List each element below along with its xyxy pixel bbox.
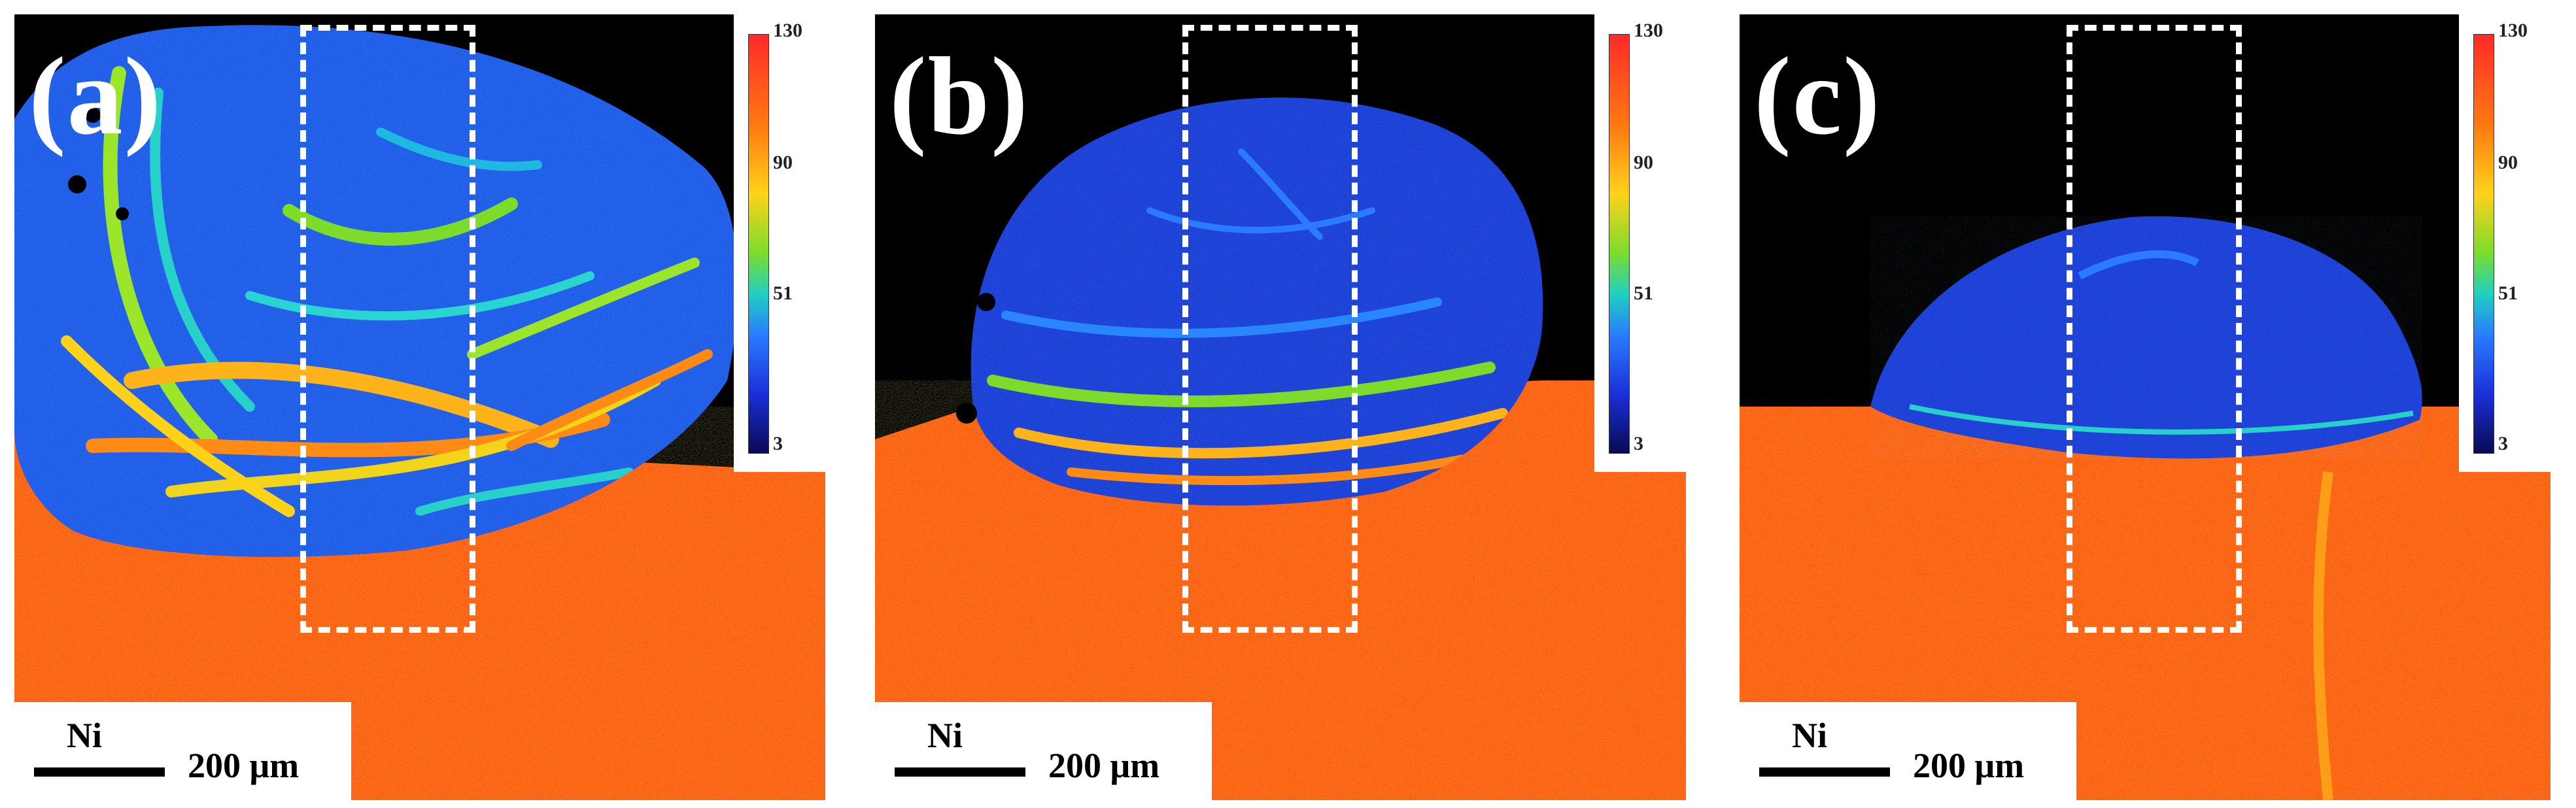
colorbar-tick-51: 51 — [773, 282, 793, 304]
scale-length: 200 μm — [1913, 746, 2025, 785]
element-label: Ni — [67, 716, 102, 755]
colorbar-tick-51: 51 — [2498, 282, 2518, 304]
colorbar-tick-min: 3 — [2498, 433, 2508, 454]
panel-label: (a) — [29, 35, 163, 158]
colorbar-gradient — [2473, 34, 2494, 454]
panel-a: (a) 130 90 51 3 Ni 200 μm — [14, 14, 825, 800]
scale-bar: Ni 200 μm — [14, 702, 351, 800]
scale-length: 200 μm — [188, 746, 300, 785]
colorbar: 130 90 51 3 — [1594, 14, 1686, 472]
scale-line — [34, 767, 165, 777]
scale-bar: Ni 200 μm — [875, 702, 1212, 800]
ni-map-b — [875, 14, 1686, 800]
roi-box — [2067, 25, 2242, 633]
colorbar-tick-max: 130 — [773, 20, 802, 41]
ni-map-c — [1740, 14, 2550, 800]
scale-bar: Ni 200 μm — [1740, 702, 2076, 800]
colorbar-tick-max: 130 — [2498, 20, 2528, 41]
colorbar-gradient — [1609, 34, 1630, 454]
colorbar-tick-min: 3 — [1634, 433, 1643, 454]
roi-box — [1182, 25, 1358, 633]
panel-c: (c) 130 90 51 3 Ni 200 μm — [1740, 14, 2550, 800]
roi-box — [300, 25, 475, 633]
panel-label: (b) — [889, 35, 1029, 158]
element-label: Ni — [1792, 716, 1827, 755]
colorbar-tick-90: 90 — [1634, 152, 1653, 173]
colorbar-tick-min: 3 — [773, 433, 783, 454]
scale-line — [1759, 767, 1890, 777]
scale-line — [895, 767, 1025, 777]
colorbar-tick-90: 90 — [2498, 152, 2518, 173]
colorbar-tick-max: 130 — [1634, 20, 1663, 41]
colorbar: 130 90 51 3 — [734, 14, 825, 472]
scale-length: 200 μm — [1048, 746, 1160, 785]
panel-label: (c) — [1754, 35, 1881, 158]
element-label: Ni — [927, 716, 963, 755]
colorbar-gradient — [748, 34, 769, 454]
colorbar-tick-51: 51 — [1634, 282, 1653, 304]
colorbar-tick-90: 90 — [773, 152, 793, 173]
colorbar: 130 90 51 3 — [2459, 14, 2550, 472]
panel-b: (b) 130 90 51 3 Ni 200 μm — [875, 14, 1686, 800]
